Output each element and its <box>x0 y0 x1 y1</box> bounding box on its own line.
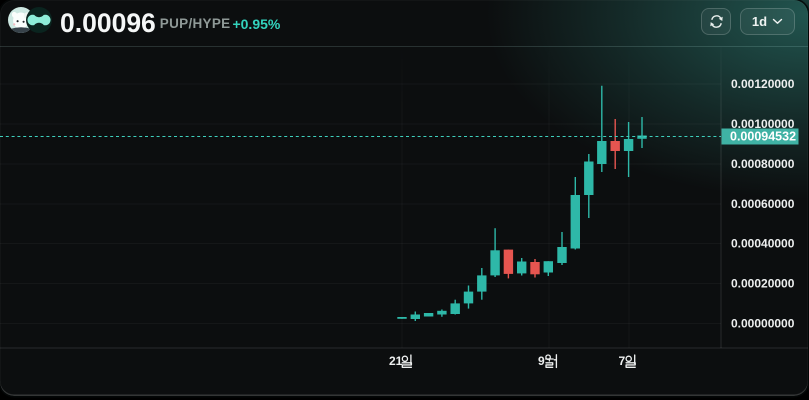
svg-text:0.00120000: 0.00120000 <box>731 77 795 91</box>
svg-text:0.00020000: 0.00020000 <box>731 277 795 291</box>
svg-text:0.00040000: 0.00040000 <box>731 237 795 251</box>
svg-text:0.00094532: 0.00094532 <box>730 130 796 144</box>
svg-text:0.00060000: 0.00060000 <box>731 197 795 211</box>
svg-text:9: 9 <box>538 354 545 368</box>
svg-text:7: 7 <box>619 354 626 368</box>
svg-text:0.00080000: 0.00080000 <box>731 157 795 171</box>
svg-text:21: 21 <box>389 354 403 368</box>
svg-text:0.00000000: 0.00000000 <box>731 317 795 331</box>
svg-text:0.00100000: 0.00100000 <box>731 117 795 131</box>
